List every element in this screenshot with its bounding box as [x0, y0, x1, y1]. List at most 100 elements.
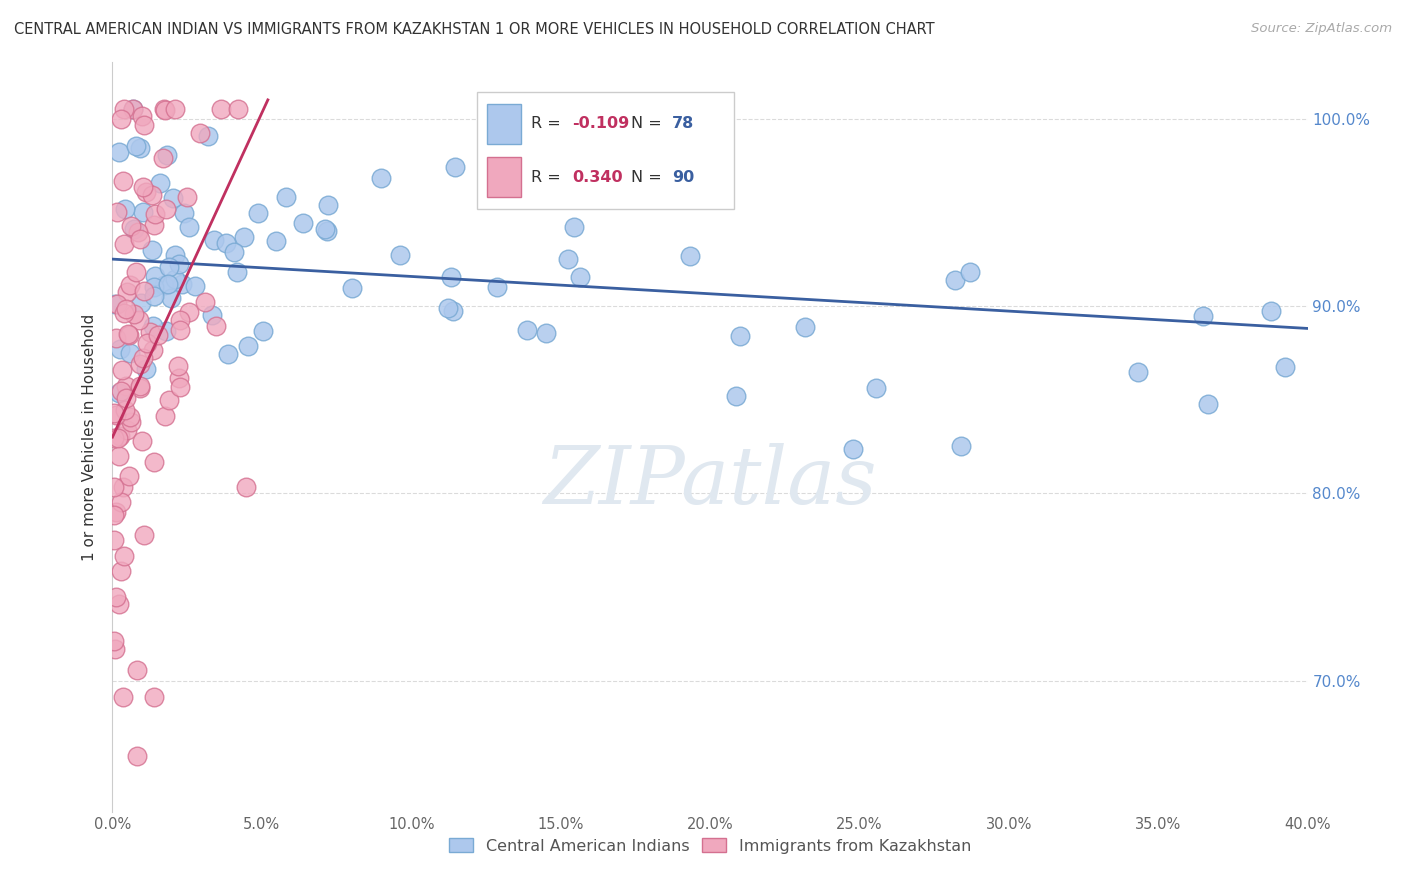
Point [110, 112, 132, 127]
Point [949, 439, 972, 453]
Point [157, 260, 180, 274]
Point [169, 323, 191, 337]
Point [238, 339, 260, 353]
Point [143, 218, 166, 232]
Point [122, 102, 145, 116]
Point [115, 379, 138, 393]
Point [370, 170, 392, 185]
Point [103, 407, 125, 421]
Point [247, 205, 270, 219]
Point [167, 257, 190, 271]
Point [200, 309, 222, 323]
Point [389, 247, 412, 261]
Point [153, 277, 176, 292]
Point [152, 102, 174, 116]
Point [170, 277, 193, 292]
Point [534, 326, 557, 340]
Point [143, 207, 166, 221]
Point [167, 359, 190, 373]
Point [222, 245, 245, 260]
Point [1274, 359, 1296, 374]
Point [128, 313, 150, 327]
Point [169, 380, 191, 394]
Point [127, 663, 149, 677]
Point [108, 449, 131, 463]
Point [110, 429, 132, 443]
Point [135, 185, 157, 199]
Point [169, 312, 191, 326]
Text: Source: ZipAtlas.com: Source: ZipAtlas.com [1251, 22, 1392, 36]
Point [157, 392, 180, 407]
Point [105, 205, 128, 219]
Point [104, 642, 127, 657]
Point [793, 319, 815, 334]
Point [1197, 397, 1219, 411]
Point [943, 273, 966, 287]
Point [176, 190, 198, 204]
Point [163, 102, 186, 116]
Point [105, 590, 128, 604]
Point [152, 152, 174, 166]
Point [443, 160, 465, 174]
Point [314, 222, 336, 236]
Point [136, 336, 159, 351]
Point [108, 145, 131, 159]
Legend: Central American Indians, Immigrants from Kazakhstan: Central American Indians, Immigrants fro… [443, 832, 977, 860]
Point [568, 269, 591, 284]
Point [135, 362, 157, 376]
Point [725, 389, 748, 403]
Point [163, 271, 186, 285]
Point [104, 331, 127, 345]
Point [153, 409, 176, 423]
Point [132, 204, 155, 219]
Point [163, 247, 186, 261]
Point [125, 265, 148, 279]
Point [112, 306, 135, 320]
Point [103, 508, 125, 523]
Point [103, 432, 125, 446]
Point [235, 480, 257, 494]
Text: CENTRAL AMERICAN INDIAN VS IMMIGRANTS FROM KAZAKHSTAN 1 OR MORE VEHICLES IN HOUS: CENTRAL AMERICAN INDIAN VS IMMIGRANTS FR… [14, 22, 935, 37]
Point [128, 232, 150, 246]
Point [115, 302, 138, 317]
Point [134, 285, 156, 299]
Point [138, 325, 160, 339]
Point [143, 280, 166, 294]
Point [103, 480, 125, 494]
Point [1260, 304, 1282, 318]
Point [1126, 365, 1149, 379]
Point [125, 748, 148, 763]
Point [155, 202, 177, 217]
Point [562, 220, 585, 235]
Point [120, 345, 142, 359]
Point [194, 295, 217, 310]
Point [159, 291, 181, 305]
Point [122, 307, 145, 321]
Point [252, 324, 274, 338]
Point [143, 454, 166, 468]
Point [111, 690, 134, 704]
Point [114, 403, 136, 417]
Point [155, 325, 177, 339]
Point [153, 103, 176, 117]
Point [120, 277, 142, 292]
Point [114, 202, 136, 217]
Point [112, 236, 135, 251]
Text: ZIPatlas: ZIPatlas [543, 443, 877, 521]
Point [129, 141, 152, 155]
Point [197, 128, 219, 143]
Point [441, 304, 464, 318]
Point [111, 363, 134, 377]
Point [122, 102, 145, 116]
Point [107, 385, 129, 400]
Point [225, 265, 247, 279]
Point [865, 381, 887, 395]
Point [142, 319, 165, 334]
Point [125, 139, 148, 153]
Point [209, 102, 232, 116]
Point [112, 173, 135, 187]
Point [110, 384, 132, 398]
Point [104, 505, 127, 519]
Point [156, 277, 179, 291]
Point [485, 144, 508, 158]
